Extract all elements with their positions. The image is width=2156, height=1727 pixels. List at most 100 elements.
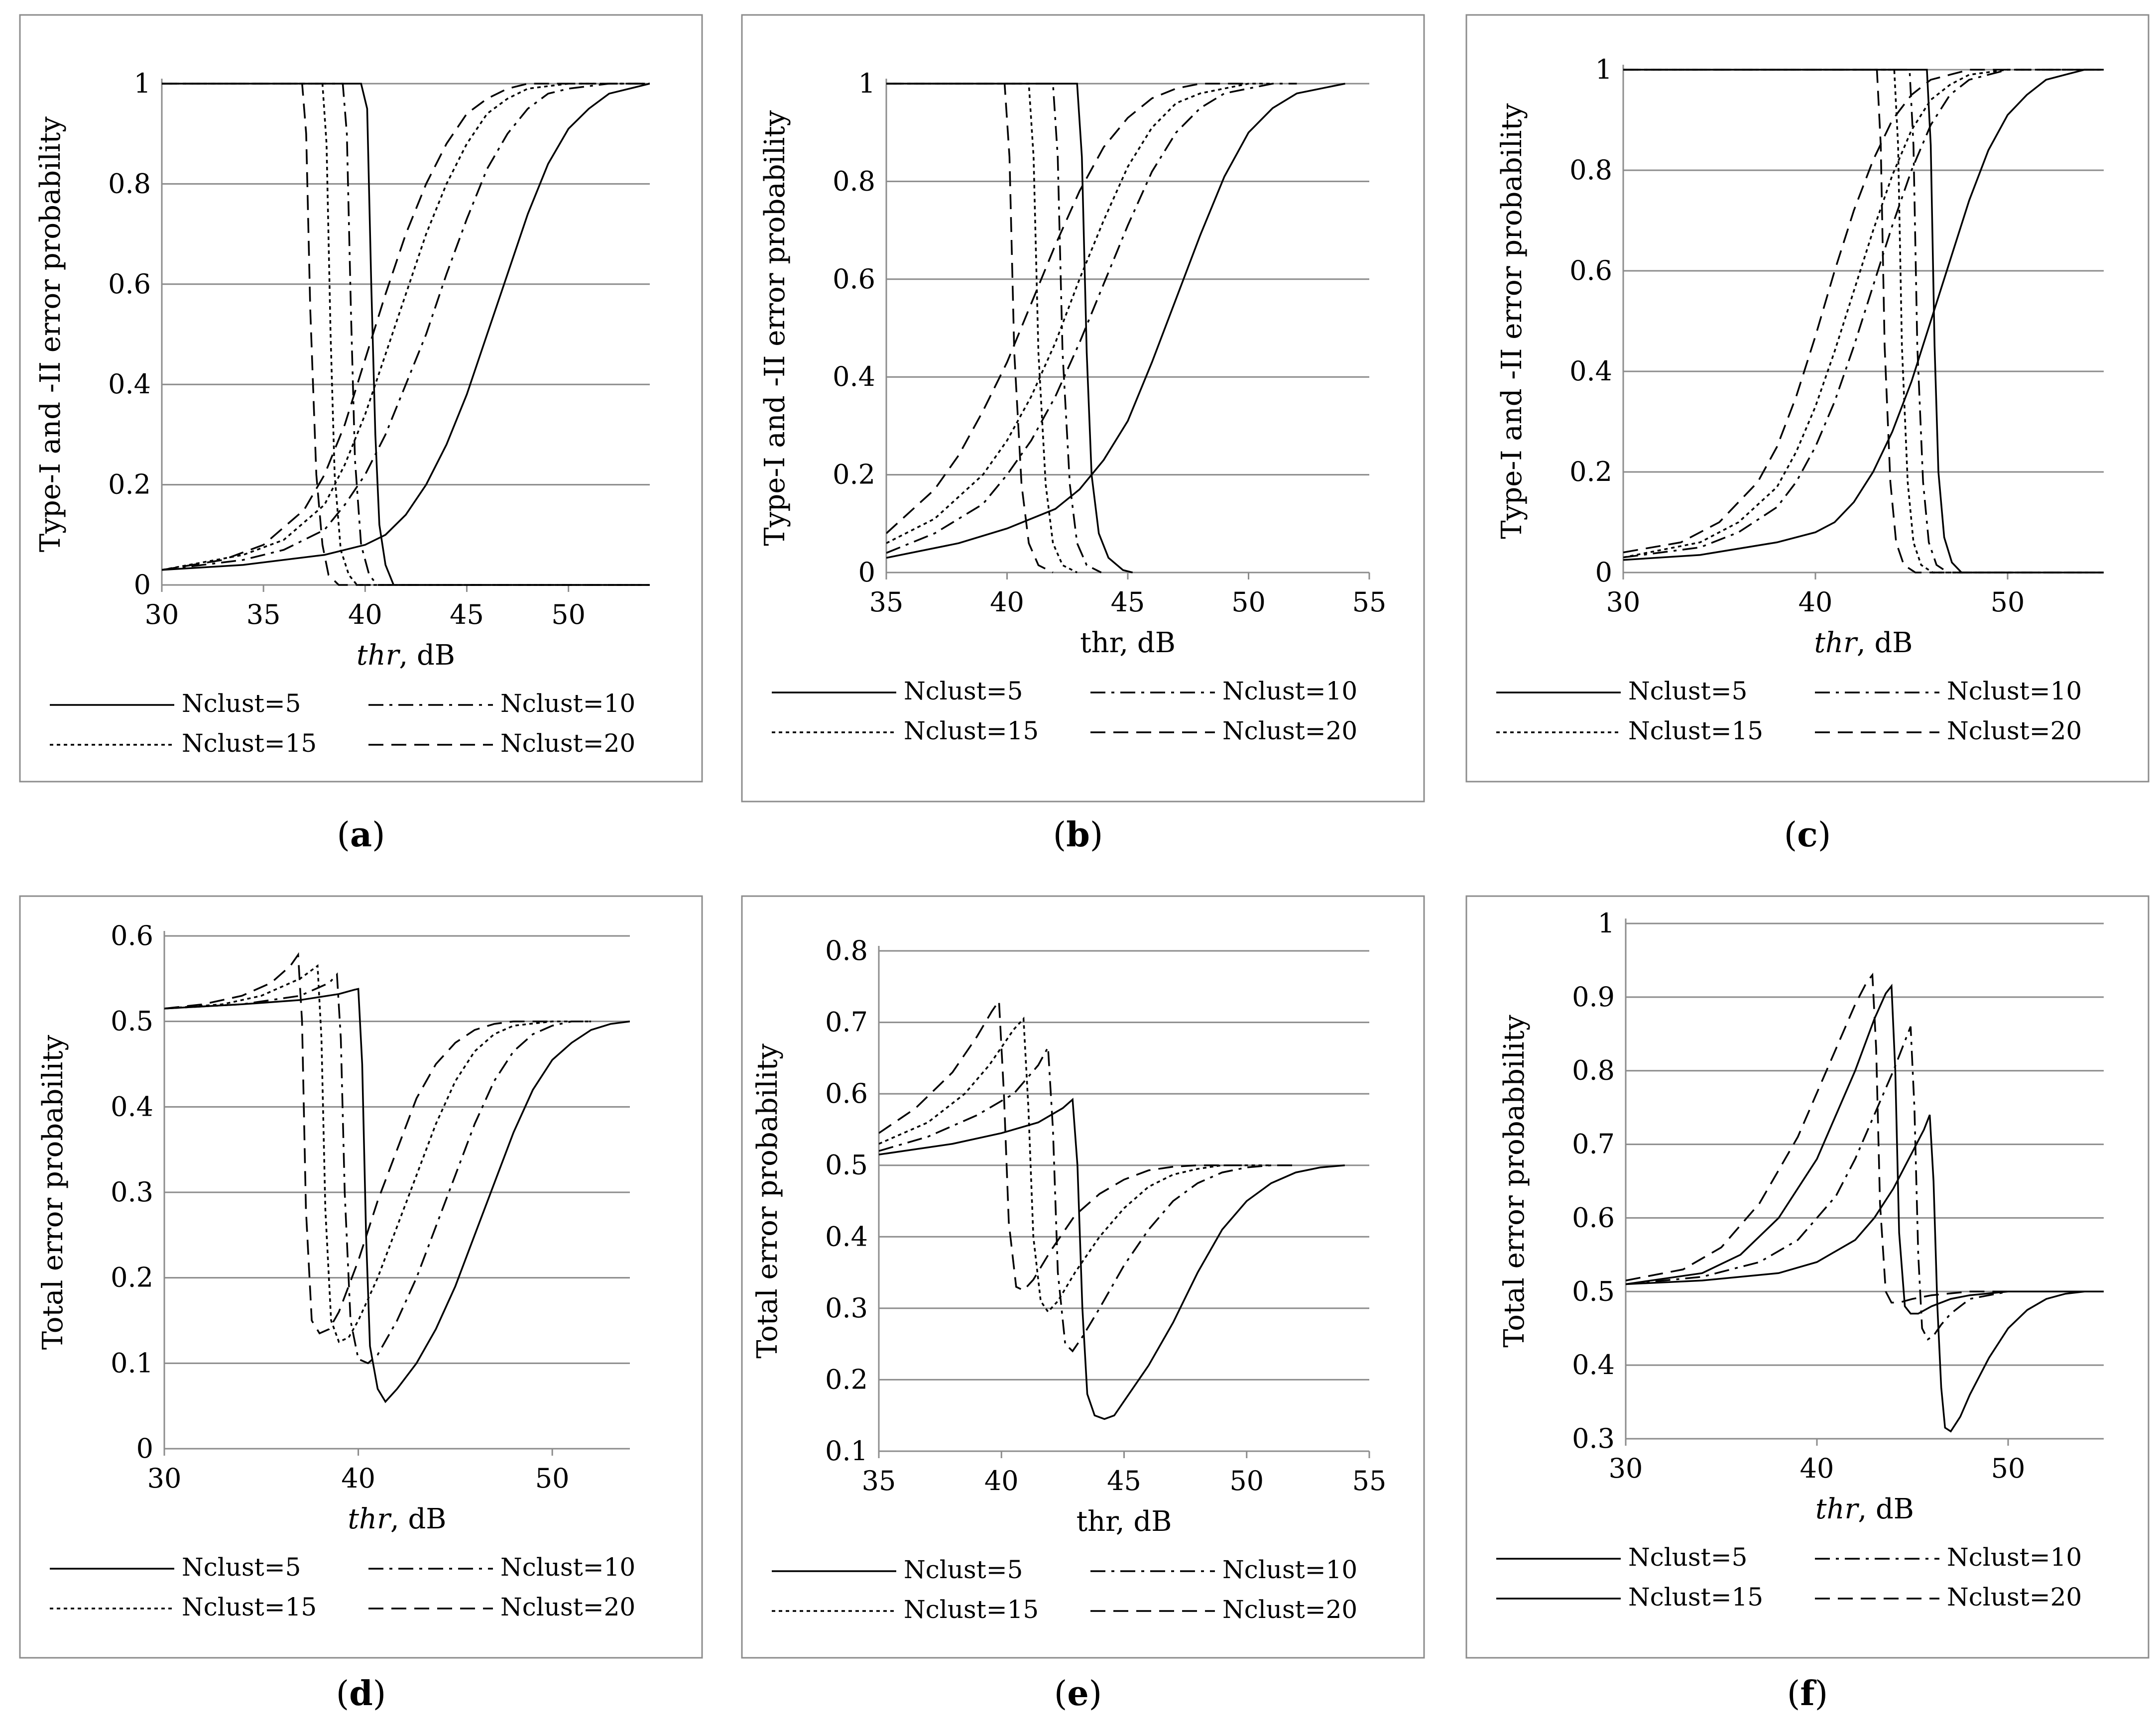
y-axis-label: Type-I and -II error probability: [34, 116, 67, 553]
x-tick-label: 50: [1229, 1465, 1264, 1497]
x-axis-label: thr, dB: [1815, 1493, 1914, 1525]
y-tick-label: 0.6: [1572, 1202, 1615, 1233]
y-axis-label: Total error probabbility: [1498, 1015, 1531, 1348]
x-tick-label: 40: [1800, 1453, 1834, 1484]
y-axis-label: Type-I and -II error probability: [1496, 103, 1528, 539]
series-line: [1623, 69, 2104, 574]
legend-label: Nclust=10: [1222, 677, 1357, 705]
panel-frame: [19, 895, 703, 1659]
x-axis-label: thr, dB: [357, 639, 455, 672]
y-tick-label: 1: [134, 68, 151, 99]
series-line: [1623, 69, 2104, 574]
legend-label: Nclust=20: [500, 1593, 635, 1621]
series-line: [164, 988, 630, 1403]
y-tick-label: 0.7: [825, 1007, 868, 1038]
series-line: [1623, 69, 2104, 554]
x-axis-label: thr, dB: [1077, 1505, 1172, 1538]
legend-label: Nclust=10: [500, 1553, 635, 1582]
x-tick-label: 40: [1798, 586, 1833, 618]
panel-caption: (d): [336, 1674, 386, 1714]
x-tick-label: 40: [984, 1465, 1019, 1497]
panel-caption: (c): [1784, 815, 1831, 855]
series-line: [1626, 1114, 2104, 1433]
panel-frame: [19, 14, 703, 783]
y-tick-label: 0: [136, 1433, 153, 1464]
series-line: [1626, 983, 2104, 1315]
y-tick-label: 0.4: [825, 1221, 868, 1252]
panel-frame: [1465, 895, 2150, 1659]
legend-label: Nclust=20: [1222, 716, 1357, 745]
series-line: [886, 83, 1102, 574]
y-tick-label: 0.2: [111, 1262, 153, 1293]
series-line: [1623, 69, 2104, 574]
series-line: [1626, 972, 2104, 1304]
panel-caption: (b): [1053, 815, 1103, 855]
y-tick-label: 0.5: [111, 1006, 153, 1037]
series-line: [1623, 69, 2104, 561]
x-tick-label: 30: [145, 599, 179, 630]
legend-label: Nclust=20: [1947, 716, 2082, 745]
x-tick-label: 55: [1352, 586, 1387, 618]
legend-label: Nclust=5: [1628, 1543, 1747, 1572]
legend-label: Nclust=15: [1628, 716, 1763, 745]
x-tick-label: 45: [450, 599, 484, 630]
legend-label: Nclust=10: [1222, 1555, 1357, 1584]
x-tick-label: 40: [341, 1463, 375, 1494]
y-tick-label: 0.4: [111, 1091, 153, 1122]
series-line: [162, 83, 650, 571]
y-tick-label: 0.2: [833, 459, 875, 490]
series-line: [1626, 1026, 2104, 1341]
legend-label: Nclust=15: [904, 1595, 1039, 1624]
y-tick-label: 0.3: [825, 1292, 868, 1324]
x-tick-label: 30: [1606, 586, 1641, 618]
legend-label: Nclust=5: [182, 1553, 301, 1582]
legend-label: Nclust=10: [500, 689, 635, 718]
x-tick-label: 55: [1352, 1465, 1387, 1497]
series-line: [886, 83, 1054, 574]
series-line: [164, 972, 592, 1365]
panel-caption: (e): [1054, 1674, 1102, 1714]
x-axis-label: thr, dB: [1080, 627, 1176, 659]
y-tick-label: 0.3: [1572, 1423, 1615, 1454]
chart-panel-c: 0 0.2 0.4 0.6 0.8 1 30 40 50 thr, dB Type-I and -I…: [1465, 14, 2150, 783]
y-tick-label: 0.8: [1572, 1055, 1615, 1086]
x-tick-label: 50: [1991, 586, 2025, 618]
series-line: [886, 83, 1249, 534]
panel-frame: [741, 895, 1425, 1659]
y-tick-label: 0.1: [111, 1347, 153, 1379]
series-line: [162, 83, 650, 586]
y-tick-label: 0.6: [1569, 255, 1612, 286]
series-line: [879, 1044, 1296, 1353]
series-line: [886, 83, 1078, 574]
chart-panel-d: 0 0.1 0.2 0.3 0.4 0.5 0.6 30 40 50 thr, dB Total er…: [19, 895, 703, 1659]
y-tick-label: 0.2: [1569, 456, 1612, 487]
chart-panel-a: 0 0.2 0.4 0.6 0.8 1 30 35 40 45 50 thr, dB Type-I an…: [19, 14, 703, 783]
series-line: [1623, 69, 2104, 559]
series-line: [162, 83, 650, 586]
legend-label: Nclust=15: [904, 716, 1039, 745]
x-tick-label: 30: [147, 1463, 182, 1494]
y-tick-label: 0: [858, 557, 875, 588]
y-tick-label: 0.5: [825, 1150, 868, 1181]
legend-label: Nclust=5: [182, 689, 301, 718]
y-tick-label: 0.4: [833, 361, 875, 392]
series-line: [1623, 69, 2104, 559]
legend-label: Nclust=10: [1947, 1543, 2082, 1572]
y-tick-label: 1: [1595, 54, 1612, 85]
series-line: [164, 964, 592, 1343]
y-tick-label: 0.6: [111, 920, 153, 951]
y-tick-label: 0.4: [1569, 355, 1612, 387]
y-tick-label: 0.8: [108, 168, 151, 199]
y-tick-label: 0.8: [825, 935, 868, 966]
series-line: [1623, 69, 2104, 574]
y-tick-label: 0.1: [825, 1435, 868, 1467]
panel-caption: (f): [1787, 1674, 1828, 1714]
x-tick-label: 50: [1231, 586, 1266, 618]
x-tick-label: 40: [990, 586, 1024, 618]
series-line: [162, 83, 650, 586]
x-tick-label: 50: [1991, 1453, 2026, 1484]
y-axis-label: Type-I and -II error probability: [759, 110, 791, 546]
panel-caption: (a): [337, 815, 385, 855]
y-tick-label: 1: [1598, 908, 1615, 939]
